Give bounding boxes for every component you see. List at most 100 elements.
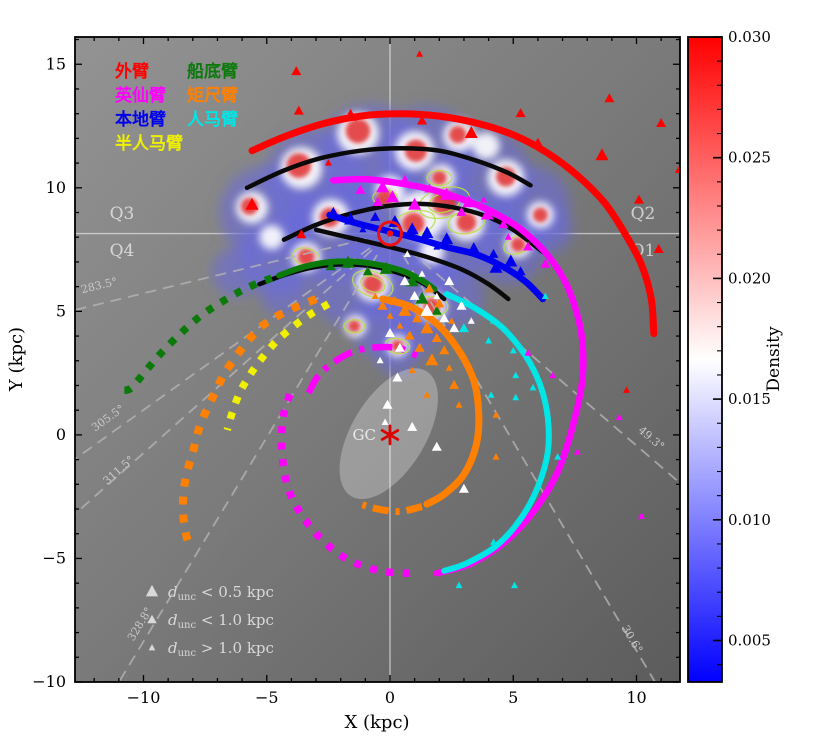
maser-triangle [385, 328, 395, 337]
maser-triangle [440, 187, 454, 200]
maser-triangle [448, 317, 456, 324]
maser-triangle [492, 453, 500, 460]
maser-triangle [488, 248, 499, 258]
maser-triangle [420, 226, 434, 239]
kde-hotspot-blob [449, 126, 467, 144]
galactic-center-marker [380, 424, 400, 446]
kde-hotspot-blob [510, 237, 526, 253]
arm-curve-norma-dashdot [359, 500, 423, 516]
kde-hotspot-blob [456, 212, 477, 233]
maser-triangle [344, 212, 358, 225]
fitted-spiral-curve [244, 146, 533, 191]
maser-triangle [674, 166, 680, 173]
maser-triangle [515, 108, 526, 118]
maser-triangle [324, 159, 332, 166]
maser-triangle [467, 317, 475, 324]
maser-triangle [372, 197, 383, 206]
maser-triangle [460, 351, 468, 359]
maser-group-norma [371, 283, 500, 460]
maser-triangle [431, 333, 442, 342]
maser-triangle [449, 379, 460, 389]
maser-triangle [489, 260, 503, 273]
maser-group-perseus [355, 174, 645, 519]
maser-triangle [490, 317, 497, 324]
maser-triangle [399, 174, 410, 184]
longitude-line [402, 254, 656, 682]
maser-triangle [515, 266, 526, 276]
maser-triangle [362, 266, 373, 276]
arm-legend-entry: 本地臂 [115, 109, 166, 130]
maser-triangle [554, 453, 562, 460]
maser-triangle [325, 261, 336, 271]
maser-triangle [245, 197, 259, 210]
maser-triangle [412, 313, 423, 323]
maser-triangle [389, 295, 400, 305]
maser-triangle [623, 386, 631, 393]
maser-triangle [420, 321, 434, 334]
maser-triangle [595, 148, 609, 161]
maser-triangle [381, 418, 389, 425]
kde-hotspot-blob [402, 212, 425, 235]
arm-curve-perseus-inner [305, 343, 419, 395]
y-axis-label: Y (kpc) [6, 327, 27, 392]
maser-triangle [509, 346, 517, 354]
maser-triangle [492, 411, 500, 418]
maser-triangle [458, 323, 469, 333]
maser-triangle [439, 313, 450, 323]
y-tick-label: 5 [56, 301, 66, 320]
maser-triangle [408, 197, 422, 210]
arm-curve-carina-extension [121, 274, 274, 395]
colorbar-label: Density [764, 326, 784, 392]
colorbar-tick-label: 0.015 [728, 390, 771, 408]
maser-triangle [487, 391, 495, 398]
plot-spine [74, 36, 681, 683]
y-tick-label: −5 [42, 548, 66, 567]
maser-triangle [480, 196, 488, 203]
kde-hotspot-blob [532, 207, 548, 223]
maser-triangle [416, 50, 424, 57]
arm-curve-centaurus [223, 300, 331, 431]
maser-group-outer [245, 50, 680, 393]
maser-triangle [511, 581, 518, 589]
colorbar-tick-label: 0.010 [728, 511, 771, 529]
colorbar-gradient [688, 37, 722, 682]
maser-triangle [440, 232, 454, 245]
size-legend-triangle [148, 644, 156, 651]
maser-triangle [480, 207, 494, 220]
arm-curve-carina [276, 258, 438, 293]
plot-content: Q3Q4Q2Q1283.5°305.5°311.5°328.8°49.3°30.… [32, 28, 771, 707]
maser-triangle [399, 276, 410, 286]
maser-triangle [423, 391, 431, 398]
maser-triangle [396, 322, 404, 329]
gc-asterisk-stroke [380, 428, 400, 441]
quadrant-label-q3: Q3 [110, 204, 135, 224]
maser-triangle [376, 180, 390, 193]
maser-triangle [512, 393, 520, 401]
maser-group-carina [325, 255, 442, 315]
arm-legend-entry: 矩尺臂 [187, 85, 238, 106]
maser-triangle [371, 292, 379, 299]
maser-triangle [417, 115, 427, 125]
maser-triangle [420, 303, 434, 316]
maser-triangle [382, 399, 393, 409]
maser-triangle [456, 300, 467, 310]
colorbar-tick-label: 0.025 [728, 149, 771, 167]
arm-legend-entry: 人马臂 [187, 109, 238, 130]
maser-triangle [424, 283, 435, 293]
maser-triangle [392, 372, 403, 382]
maser-triangle [379, 261, 393, 274]
sun-marker-circle [377, 220, 403, 247]
maser-triangle [523, 241, 533, 251]
colorbar-tick-label: 0.020 [728, 269, 771, 287]
maser-triangle [532, 137, 543, 147]
maser-triangle [377, 300, 388, 310]
arm-curve-local [326, 211, 547, 303]
maser-triangle [485, 337, 493, 344]
maser-triangle [403, 250, 411, 257]
x-tick-label: 10 [626, 688, 646, 707]
size-legend-triangle [147, 614, 157, 624]
arm-curve-perseus-extension [277, 389, 411, 578]
kde-mid-blob [472, 132, 500, 160]
x-tick-label: 5 [508, 688, 518, 707]
